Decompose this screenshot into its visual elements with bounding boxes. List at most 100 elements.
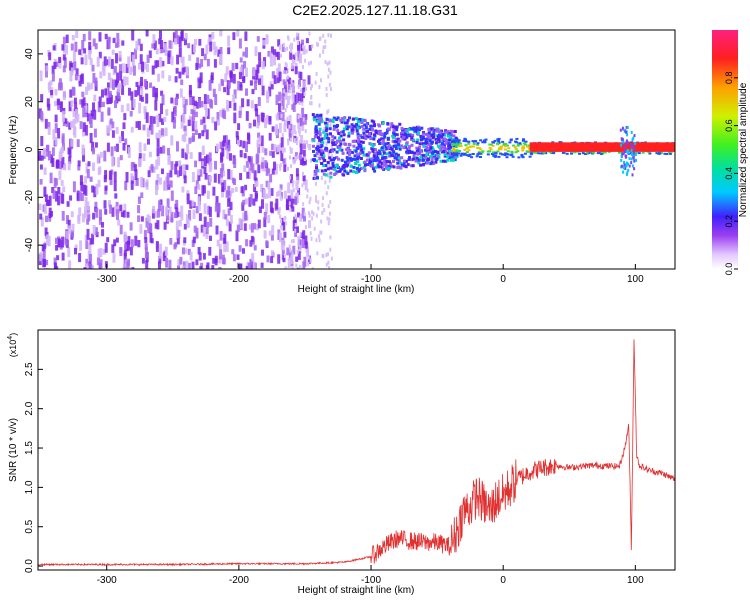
heatmap-cell <box>351 139 355 143</box>
heatmap-cell <box>290 63 294 69</box>
heatmap-cell <box>368 142 372 146</box>
heatmap-cell <box>206 108 210 119</box>
heatmap-cell <box>527 144 531 147</box>
heatmap-cell <box>377 165 381 169</box>
heatmap-cell <box>147 227 151 234</box>
heatmap-cell <box>668 152 672 155</box>
heatmap-cell <box>132 65 136 76</box>
heatmap-cell <box>121 63 125 74</box>
heatmap-cell <box>46 149 50 157</box>
heatmap-cell <box>279 232 282 243</box>
heatmap-cell <box>85 86 88 95</box>
heatmap-cell <box>458 150 461 152</box>
heatmap-cell <box>168 40 172 49</box>
heatmap-cell <box>387 127 391 131</box>
heatmap-cell <box>188 90 192 98</box>
heatmap-cell <box>238 38 242 49</box>
heatmap-cell <box>252 261 256 269</box>
heatmap-cell <box>197 169 200 177</box>
heatmap-cell <box>38 150 42 161</box>
heatmap-cell <box>115 95 119 104</box>
heatmap-cell <box>343 142 347 146</box>
heatmap-cell <box>242 199 246 206</box>
heatmap-cell <box>449 129 453 133</box>
x-tick-label: -100 <box>361 274 381 285</box>
heatmap-cell <box>296 267 300 269</box>
heatmap-cell <box>232 32 236 41</box>
heatmap-cell <box>280 240 284 251</box>
heatmap-cell <box>420 135 424 139</box>
heatmap-cell <box>449 158 453 162</box>
heatmap-cell <box>129 246 133 256</box>
heatmap-cell <box>326 110 329 115</box>
heatmap-cell <box>357 138 361 142</box>
heatmap-cell <box>205 227 209 234</box>
heatmap-cell <box>304 129 307 134</box>
heatmap-cell <box>64 118 68 124</box>
heatmap-cell <box>296 186 299 191</box>
heatmap-cell <box>434 150 437 154</box>
heatmap-cell <box>422 158 425 162</box>
heatmap-cell <box>156 60 160 68</box>
heatmap-cell <box>621 139 624 143</box>
heatmap-cell <box>47 235 51 247</box>
heatmap-cell <box>626 133 629 137</box>
heatmap-cell <box>356 136 360 139</box>
heatmap-cell <box>69 71 73 82</box>
heatmap-cell <box>85 263 88 269</box>
heatmap-cell <box>92 147 95 155</box>
heatmap-cell <box>141 257 145 264</box>
heatmap-cell <box>329 158 333 162</box>
heatmap-cell <box>40 94 44 102</box>
heatmap-cell <box>89 176 93 182</box>
heatmap-cell <box>59 160 63 170</box>
heatmap-cell <box>135 178 139 186</box>
heatmap-cell <box>342 164 346 167</box>
heatmap-cell <box>197 247 201 255</box>
heatmap-cell <box>159 57 163 68</box>
heatmap-cell <box>209 162 213 170</box>
heatmap-cell <box>63 164 67 171</box>
heatmap-cell <box>310 236 313 241</box>
heatmap-cell <box>167 153 171 163</box>
heatmap-cell <box>448 135 452 139</box>
heatmap-cell <box>297 41 299 45</box>
heatmap-cell <box>53 177 57 189</box>
heatmap-cell <box>227 81 231 89</box>
heatmap-cell <box>196 102 200 109</box>
heatmap-cell <box>514 148 518 151</box>
heatmap-cell <box>296 57 299 62</box>
heatmap-cell <box>279 46 281 51</box>
heatmap-cell <box>211 116 215 124</box>
heatmap-cell <box>551 141 555 144</box>
heatmap-cell <box>160 128 164 136</box>
heatmap-cell <box>446 151 450 155</box>
heatmap-cell <box>70 43 74 51</box>
heatmap-cell <box>329 247 332 252</box>
heatmap-cell <box>327 204 330 209</box>
heatmap-cell <box>368 135 372 139</box>
heatmap-cell <box>245 239 249 247</box>
heatmap-cell <box>227 208 231 216</box>
heatmap-cell <box>89 263 93 269</box>
heatmap-cell <box>198 152 202 162</box>
heatmap-cell <box>299 143 303 155</box>
heatmap-cell <box>74 102 78 112</box>
heatmap-cell <box>145 179 149 190</box>
heatmap-cell <box>327 137 331 141</box>
heatmap-cell <box>181 148 185 158</box>
heatmap-cell <box>270 207 274 214</box>
heatmap-cell <box>371 167 375 171</box>
heatmap-cell <box>103 175 107 183</box>
heatmap-cell <box>443 133 447 137</box>
heatmap-cell <box>329 70 332 75</box>
heatmap-cell <box>296 92 299 104</box>
heatmap-cell <box>210 75 214 84</box>
heatmap-cell <box>199 266 203 269</box>
heatmap-cell <box>486 153 490 156</box>
heatmap-cell <box>302 149 306 157</box>
heatmap-cell <box>251 253 255 262</box>
heatmap-cell <box>430 158 434 162</box>
heatmap-cell <box>92 225 96 236</box>
heatmap-cell <box>270 256 274 264</box>
